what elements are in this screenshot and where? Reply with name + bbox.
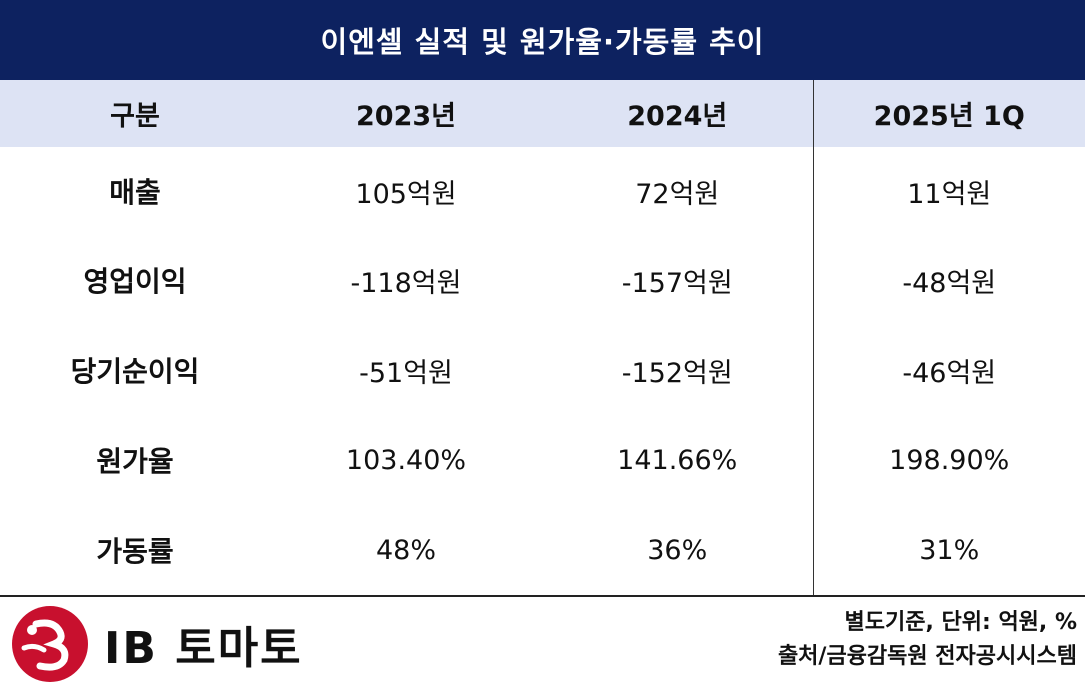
table-row: 당기순이익 -51억원 -152억원 -46억원 xyxy=(0,325,1085,415)
header-2025-1q: 2025년 1Q xyxy=(812,80,1085,147)
row-label-operating-profit: 영업이익 xyxy=(83,265,187,298)
cell-value: 141.66% xyxy=(617,444,738,476)
cell-value: -152억원 xyxy=(621,357,733,389)
cell-value: 72억원 xyxy=(635,178,720,210)
cell-value: -46억원 xyxy=(812,325,1085,415)
ib-tomato-logo: IB 토마토 xyxy=(10,604,340,684)
table-row: 원가율 103.40% 141.66% 198.90% xyxy=(0,415,1085,505)
header-row: 구분 2023년 2024년 2025년 1Q xyxy=(0,80,1085,147)
performance-table: 구분 2023년 2024년 2025년 1Q 매출 105억원 72억원 11… xyxy=(0,80,1085,595)
cell-value: 36% xyxy=(647,534,708,566)
table-row: 매출 105억원 72억원 11억원 xyxy=(0,147,1085,235)
header-2023: 2023년 xyxy=(270,80,542,147)
row-label-utilization: 가동률 xyxy=(96,535,174,568)
cell-value: 31% xyxy=(812,505,1085,595)
footer-divider xyxy=(0,595,1085,597)
row-label-cost-ratio: 원가율 xyxy=(96,445,174,478)
table-row: 영업이익 -118억원 -157억원 -48억원 xyxy=(0,235,1085,325)
cell-value: -118억원 xyxy=(350,267,462,299)
row-label-revenue: 매출 xyxy=(109,176,161,209)
cell-value: -157억원 xyxy=(621,267,733,299)
header-category: 구분 xyxy=(0,80,270,147)
row-label-net-income: 당기순이익 xyxy=(70,355,200,388)
cell-value: 103.40% xyxy=(345,444,467,476)
tomato-logo-icon xyxy=(12,606,88,682)
cell-value: 198.90% xyxy=(812,415,1085,505)
table-title: 이엔셀 실적 및 원가율·가동률 추이 xyxy=(0,0,1085,80)
footer-notes: 별도기준, 단위: 억원, % 출처/금융감독원 전자공시시스템 xyxy=(778,606,1077,674)
cell-value: 11억원 xyxy=(812,147,1085,235)
cell-value: -51억원 xyxy=(359,357,453,389)
cell-value: -48억원 xyxy=(812,235,1085,325)
header-2024: 2024년 xyxy=(542,80,813,147)
cell-value: 48% xyxy=(375,534,436,566)
source-note: 출처/금융감독원 전자공시시스템 xyxy=(777,644,1077,669)
logo-text: IB 토마토 xyxy=(104,623,303,674)
table-row: 가동률 48% 36% 31% xyxy=(0,505,1085,595)
cell-value: 105억원 xyxy=(355,178,457,210)
unit-note: 별도기준, 단위: 억원, % xyxy=(844,610,1077,635)
